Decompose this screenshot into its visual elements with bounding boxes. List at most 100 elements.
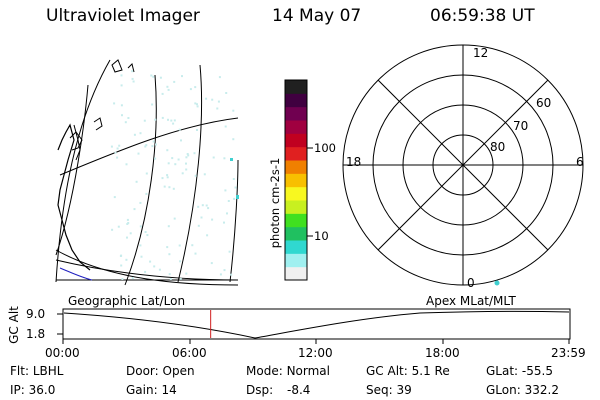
meridian-line xyxy=(177,64,203,283)
speckle xyxy=(206,234,209,237)
speckle xyxy=(155,143,157,146)
speckle xyxy=(232,109,235,112)
speckle xyxy=(205,204,208,207)
speckle xyxy=(219,273,222,276)
speckle xyxy=(194,174,197,177)
speckle xyxy=(172,122,175,125)
latitude-line xyxy=(59,117,239,176)
colorbar-band xyxy=(285,226,307,241)
bright-pixel xyxy=(236,195,239,199)
speckle xyxy=(196,103,198,106)
colorbar-tick-label-10: 10 xyxy=(314,229,329,243)
coastline xyxy=(111,59,123,73)
speckle xyxy=(193,152,196,155)
speckle xyxy=(168,186,171,189)
speckle xyxy=(113,102,116,105)
speckle xyxy=(161,177,164,180)
speckle xyxy=(200,216,203,219)
speckle xyxy=(137,152,140,155)
colorbar-band xyxy=(285,173,307,188)
colorbar-band xyxy=(285,93,307,108)
speckle xyxy=(186,153,189,155)
speckle xyxy=(144,231,147,233)
status-door: Door: Open xyxy=(126,364,195,378)
speckle xyxy=(158,268,161,271)
speckle xyxy=(120,84,123,87)
speckle xyxy=(110,145,113,148)
speckle xyxy=(131,77,134,80)
status-flt: Flt: LBHL xyxy=(10,364,64,378)
status-glon: GLon: 332.2 xyxy=(486,383,559,397)
meridian-line xyxy=(124,74,157,286)
lat-label-80: 80 xyxy=(490,140,506,154)
status-gain: Gain: 14 xyxy=(126,383,177,397)
timeline-frame xyxy=(62,308,571,340)
speckle xyxy=(144,145,147,148)
speckle xyxy=(154,118,157,121)
aurora-speckles xyxy=(110,70,237,280)
colorbar-band xyxy=(285,240,307,254)
speckle xyxy=(194,86,197,89)
speckle xyxy=(120,264,123,267)
speckle xyxy=(173,119,176,122)
speckle xyxy=(211,218,214,221)
speckle xyxy=(173,217,176,220)
speckle xyxy=(127,222,130,224)
speckle xyxy=(194,252,197,255)
speckle xyxy=(218,76,221,79)
colorbar-band xyxy=(285,200,307,214)
speckle xyxy=(163,185,166,188)
speckle xyxy=(178,128,181,131)
colorbar-band xyxy=(285,266,307,281)
speckle xyxy=(223,269,226,272)
speckle xyxy=(207,207,210,210)
speckle xyxy=(211,98,214,101)
speckle xyxy=(116,147,119,150)
speckle xyxy=(140,255,143,258)
polar-aurora-point xyxy=(494,280,500,286)
speckle xyxy=(230,273,233,276)
speckle xyxy=(191,244,194,247)
speckle xyxy=(121,278,124,280)
speckle xyxy=(210,262,213,265)
speckle xyxy=(133,133,136,136)
lat-label-70: 70 xyxy=(513,119,529,133)
speckle xyxy=(139,201,142,204)
speckle xyxy=(125,163,128,166)
speckle xyxy=(113,196,116,199)
speckle xyxy=(179,277,182,280)
speckle xyxy=(173,80,176,83)
speckle xyxy=(174,163,177,166)
colorbar-band xyxy=(285,133,307,148)
speckle xyxy=(127,117,130,119)
polar-axis-diagonal xyxy=(377,79,549,251)
speckle xyxy=(145,172,148,175)
speckle xyxy=(131,70,134,73)
speckle xyxy=(172,187,175,190)
speckle xyxy=(166,246,169,249)
colorbar-frame xyxy=(284,79,308,281)
meridian-line xyxy=(55,59,111,283)
speckle xyxy=(167,118,169,121)
speckle xyxy=(139,244,142,247)
speckle xyxy=(149,260,152,263)
speckle xyxy=(117,225,120,228)
speckle xyxy=(133,208,136,211)
colorbar-band xyxy=(285,80,307,94)
speckle xyxy=(119,255,122,257)
speckle xyxy=(166,149,169,152)
speckle xyxy=(181,172,184,175)
meridian-line xyxy=(229,159,239,283)
speckle xyxy=(143,119,146,122)
date-label: 14 May 07 xyxy=(272,6,362,26)
x-tick-label-0600: 06:00 xyxy=(172,346,207,360)
speckle xyxy=(146,234,149,237)
speckle xyxy=(145,192,148,195)
speckle xyxy=(121,114,123,117)
speckle xyxy=(131,277,134,279)
speckle xyxy=(197,224,200,227)
speckle xyxy=(150,74,153,77)
speckle xyxy=(126,236,128,239)
speckle xyxy=(120,74,123,77)
speckle xyxy=(227,200,230,202)
